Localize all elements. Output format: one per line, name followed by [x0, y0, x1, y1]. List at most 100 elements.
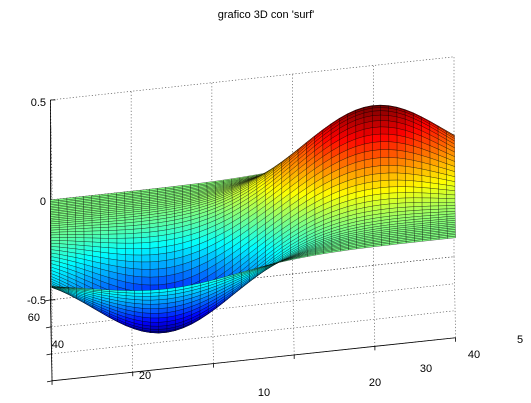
surface-face: [388, 126, 398, 136]
y-tick-label: 60: [28, 312, 40, 324]
surface-face: [125, 290, 135, 294]
surface-face: [397, 202, 406, 208]
surface-face: [108, 233, 118, 239]
surface-face: [388, 149, 398, 159]
surface-face: [59, 231, 68, 235]
surface-face: [396, 142, 406, 152]
surface-face: [372, 110, 381, 116]
surface-face: [142, 308, 151, 314]
surface-face: [149, 241, 159, 249]
surface-face: [380, 193, 390, 200]
tick-labels: 0.5 0 -0.5 60 40 20 10 20 30 40 5: [27, 97, 523, 399]
surface-face: [413, 186, 423, 194]
surface-face: [75, 234, 85, 238]
surface-face: [430, 202, 439, 207]
surface-face: [134, 292, 143, 297]
surface-face: [100, 234, 109, 239]
surface-face: [133, 254, 142, 263]
surface-face: [372, 114, 381, 122]
surface-face: [380, 172, 390, 181]
surface-face: [372, 133, 381, 143]
surface-face: [125, 248, 134, 256]
surface-face: [421, 205, 431, 211]
surface-face: [158, 312, 168, 319]
surface-face: [100, 238, 109, 243]
surface-face: [413, 167, 423, 176]
surface-face: [380, 149, 390, 158]
surface-face: [125, 292, 135, 297]
surface-face: [149, 254, 159, 263]
surface-face: [446, 189, 456, 196]
surface-face: [116, 248, 126, 255]
surface-face: [380, 126, 389, 135]
surface-face: [438, 202, 447, 207]
surface-face: [150, 313, 160, 319]
surface-face: [108, 230, 118, 235]
surface-face: [75, 237, 85, 242]
surface-face: [380, 110, 389, 116]
surface-face: [413, 174, 423, 182]
surface-face: [150, 308, 160, 314]
grid-line: [292, 273, 295, 355]
surface-face: [438, 205, 448, 210]
surface-face: [142, 312, 151, 319]
y-tick: [45, 299, 51, 302]
surface-face: [388, 157, 398, 166]
surface-face: [413, 202, 423, 207]
surface-face: [405, 197, 415, 203]
surface-face: [116, 233, 126, 239]
surface-face: [83, 237, 93, 243]
surface-face: [149, 268, 159, 278]
grid-line: [50, 56, 455, 101]
surface-face: [388, 172, 398, 181]
surface-face: [446, 194, 456, 199]
surface-face: [447, 235, 456, 239]
surface-face: [372, 126, 381, 135]
surface-face: [421, 187, 431, 194]
surface-face: [413, 192, 423, 199]
surface-face: [388, 179, 398, 188]
surface-face: [125, 243, 134, 249]
surface-face: [397, 179, 406, 187]
surface-face: [50, 231, 60, 236]
surface-face: [133, 228, 142, 234]
surface-face: [59, 237, 68, 241]
x-tick-label: 40: [468, 349, 480, 361]
surface-face: [149, 261, 159, 270]
surface-face: [67, 237, 76, 242]
grid-line: [372, 265, 376, 347]
surface-face: [117, 290, 127, 293]
surface-face: [150, 303, 160, 309]
surface-face: [116, 229, 126, 235]
chart-title: grafico 3D con 'surf': [218, 9, 315, 21]
surface-face: [430, 197, 439, 203]
z-tick-label: 0.5: [31, 97, 46, 109]
surface-face: [380, 157, 390, 166]
surface-face: [430, 205, 439, 210]
surface-face: [150, 322, 159, 327]
surface-face: [372, 141, 381, 151]
surface-face: [92, 237, 101, 243]
x-tick-label: 20: [369, 377, 381, 389]
surface-face: [158, 246, 167, 255]
surface-face: [388, 198, 398, 205]
surface-face: [50, 237, 60, 241]
surface-face: [142, 303, 151, 309]
y-axis: [50, 299, 53, 381]
surface-face: [405, 180, 414, 188]
surface-face: [405, 166, 414, 175]
surface-face: [397, 157, 406, 167]
surface-face: [380, 141, 390, 150]
x-tick-label: 30: [420, 363, 432, 375]
surface-face: [158, 267, 167, 278]
surface-face: [125, 254, 134, 262]
surface-face: [133, 232, 142, 239]
surface-face: [67, 234, 76, 238]
surface-face: [134, 290, 143, 294]
surface-face: [380, 114, 389, 122]
surface-face: [75, 231, 85, 235]
surface-face: [141, 269, 151, 278]
surface-face: [142, 296, 151, 301]
surface-face: [149, 235, 159, 243]
